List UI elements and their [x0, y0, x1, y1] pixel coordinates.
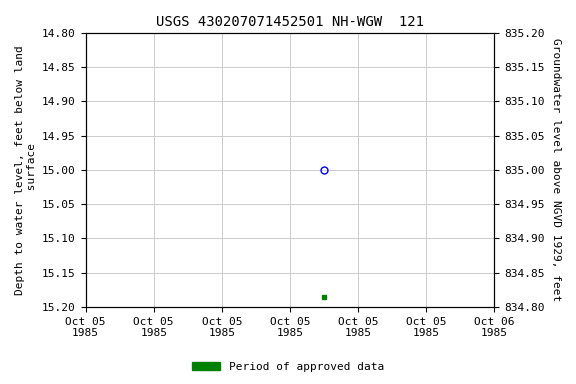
Y-axis label: Groundwater level above NGVD 1929, feet: Groundwater level above NGVD 1929, feet	[551, 38, 561, 301]
Title: USGS 430207071452501 NH-WGW  121: USGS 430207071452501 NH-WGW 121	[156, 15, 424, 29]
Y-axis label: Depth to water level, feet below land
 surface: Depth to water level, feet below land su…	[15, 45, 37, 295]
Legend: Period of approved data: Period of approved data	[188, 358, 388, 377]
